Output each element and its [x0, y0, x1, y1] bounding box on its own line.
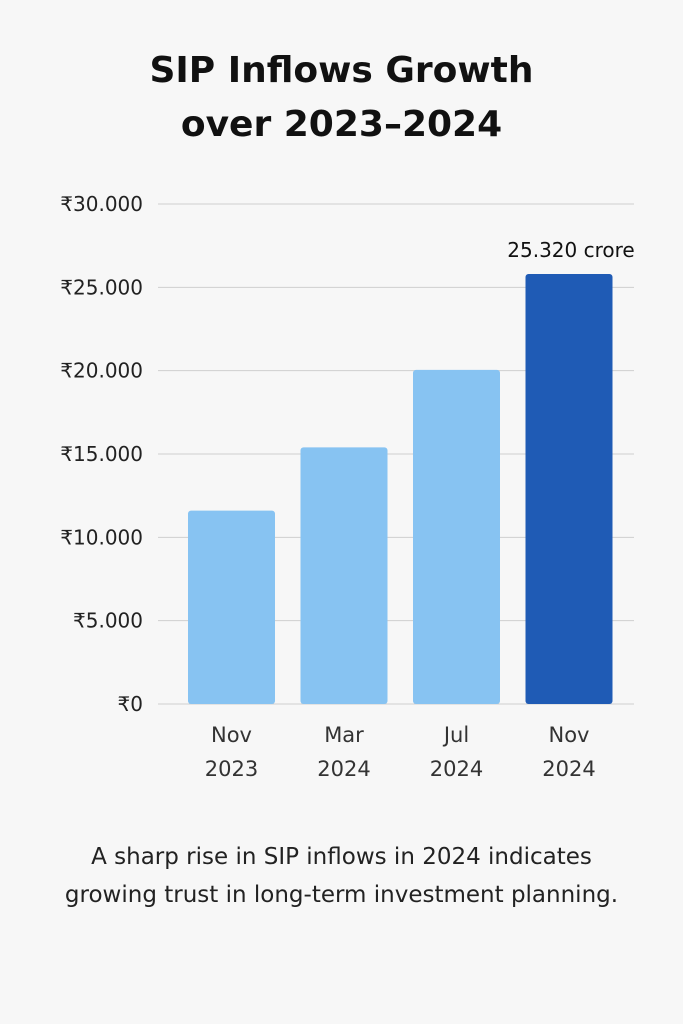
y-tick-label: ₹20.000 [60, 359, 143, 383]
data-labels: 25.320 crore [507, 238, 634, 262]
y-tick-label: ₹5.000 [73, 609, 143, 633]
chart-title: SIP Inflows Growth over 2023–2024 [0, 44, 683, 152]
x-tick-label: 2023 [205, 757, 258, 781]
x-axis-tick-labels: Nov 2023 Mar 2024 Jul 2024 Nov 2024 [205, 723, 596, 781]
y-tick-label: ₹30.000 [60, 192, 143, 216]
x-tick-label: 2024 [542, 757, 595, 781]
data-label: 25.320 crore [507, 238, 634, 262]
bars [188, 274, 613, 704]
y-tick-label: ₹15.000 [60, 442, 143, 466]
x-tick-label: Nov [211, 723, 252, 747]
bar [188, 510, 275, 704]
bar [413, 369, 500, 704]
caption-line-1: A sharp rise in SIP inflows in 2024 indi… [91, 844, 592, 870]
x-tick-label: Nov [549, 723, 590, 747]
caption-line-2: growing trust in long-term investment pl… [64, 882, 619, 908]
chart-title-line-2: over 2023–2024 [180, 104, 503, 145]
x-tick-label: 2024 [430, 757, 483, 781]
y-tick-label: ₹25.000 [60, 275, 143, 299]
bar [300, 447, 388, 704]
y-tick-label: ₹0 [118, 692, 143, 716]
y-tick-label: ₹10.000 [60, 525, 143, 549]
y-axis-tick-labels: ₹0 ₹5.000 ₹10.000 ₹15.000 ₹20.000 ₹25.000 ₹30.… [60, 192, 143, 716]
chart-caption: A sharp rise in SIP inflows in 2024 indi… [0, 838, 683, 914]
x-tick-label: Jul [442, 723, 469, 747]
x-tick-label: Mar [324, 723, 364, 747]
x-tick-label: 2024 [317, 757, 370, 781]
chart-title-line-1: SIP Inflows Growth [149, 50, 534, 91]
bar-chart: ₹0 ₹5.000 ₹10.000 ₹15.000 ₹20.000 ₹25.000 ₹30.… [60, 192, 634, 781]
bar [525, 274, 613, 704]
